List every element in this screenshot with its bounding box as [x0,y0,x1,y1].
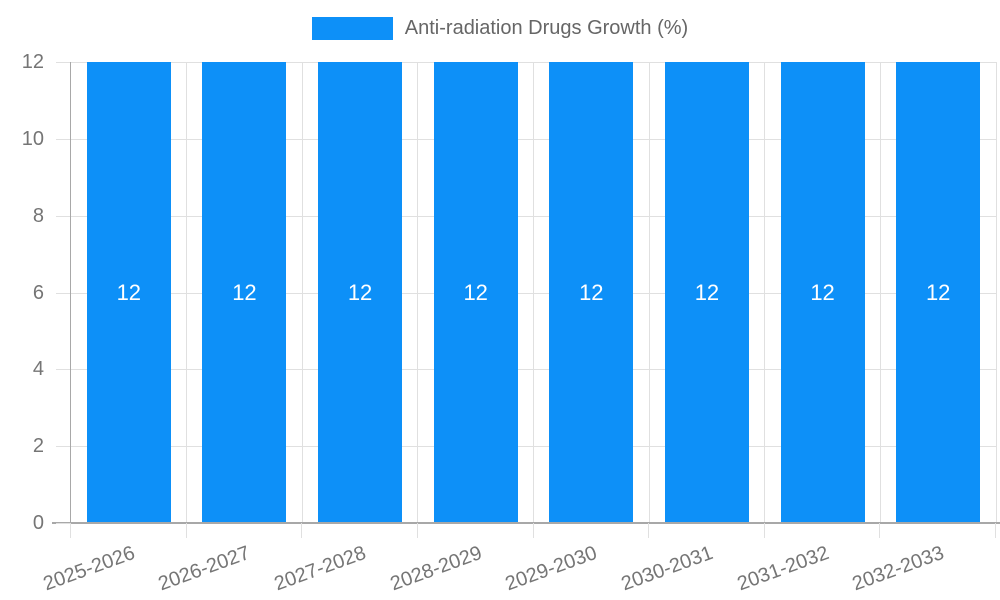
y-axis-tick [56,446,70,448]
y-axis-tick-label: 0 [32,512,44,534]
x-axis-tick [879,523,881,538]
gridline [186,62,188,523]
legend-label: Anti-radiation Drugs Growth (%) [404,17,689,39]
x-axis-tick [532,523,534,538]
x-axis-line [52,522,1000,524]
gridline [648,62,650,523]
y-axis-tick-label: 10 [21,127,44,150]
y-axis-tick-label: 6 [32,281,44,304]
plot-area: 12 12 12 12 12 12 12 12 [70,62,997,523]
x-axis-tick [301,523,303,538]
x-axis-tick [416,523,418,538]
bar-2025-2026[interactable]: 12 [86,62,171,523]
bar-2030-2031[interactable]: 12 [664,62,749,523]
bar-2027-2028[interactable]: 12 [318,62,403,523]
y-axis-tick [56,523,70,524]
bar-2028-2029[interactable]: 12 [433,62,518,523]
y-axis-tick [56,215,70,217]
bar-value-label: 12 [810,279,835,305]
bar-value-label: 12 [579,279,604,305]
bar-value-label: 12 [463,279,488,305]
bar-2026-2027[interactable]: 12 [202,62,287,523]
gridline [533,62,534,523]
x-axis-tick [70,523,71,538]
gridline [879,62,881,523]
legend[interactable]: Anti-radiation Drugs Growth (%) [0,17,1000,40]
bar-2032-2033[interactable]: 12 [896,62,981,523]
x-axis-tick [995,523,996,538]
y-axis-tick [56,369,70,371]
gridline [417,62,419,523]
y-axis-tick [56,292,70,294]
bar-value-label: 12 [925,279,951,305]
y-axis-tick-label: 12 [21,51,44,73]
y-axis-tick [56,138,70,140]
gridline [301,62,303,523]
y-axis-tick-label: 4 [32,358,44,381]
gridline [995,62,997,523]
bar-2029-2030[interactable]: 12 [549,62,634,523]
legend-swatch [311,17,393,40]
bar-value-label: 12 [347,279,373,305]
x-axis-tick [648,523,650,538]
x-axis-tick [763,523,765,538]
y-axis-tick-label: 2 [32,435,44,458]
y-axis-tick-label: 8 [32,204,44,227]
bar-value-label: 12 [116,279,142,305]
bar-value-label: 12 [694,279,720,305]
bar-2031-2032[interactable]: 12 [780,62,865,523]
y-axis-tick [56,62,70,63]
bar-value-label: 12 [232,279,257,305]
gridline [764,62,766,523]
x-axis-tick [185,523,187,538]
